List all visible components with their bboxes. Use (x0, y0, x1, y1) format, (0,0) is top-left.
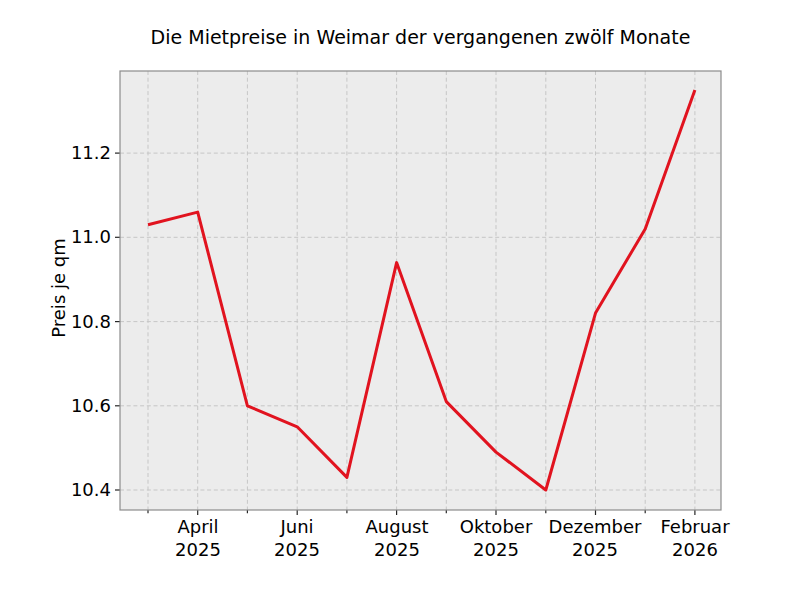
chart-figure: Die Mietpreise in Weimar der vergangenen… (0, 0, 800, 600)
x-tick-label: Februar 2026 (625, 515, 765, 561)
y-tick-label: 11.2 (30, 142, 111, 164)
y-tick-label: 10.4 (30, 479, 111, 501)
y-tick-label: 11.0 (30, 226, 111, 248)
plot-background (120, 71, 721, 510)
y-tick-label: 10.6 (30, 395, 111, 417)
plot-area (0, 0, 800, 600)
y-tick-label: 10.8 (30, 311, 111, 333)
